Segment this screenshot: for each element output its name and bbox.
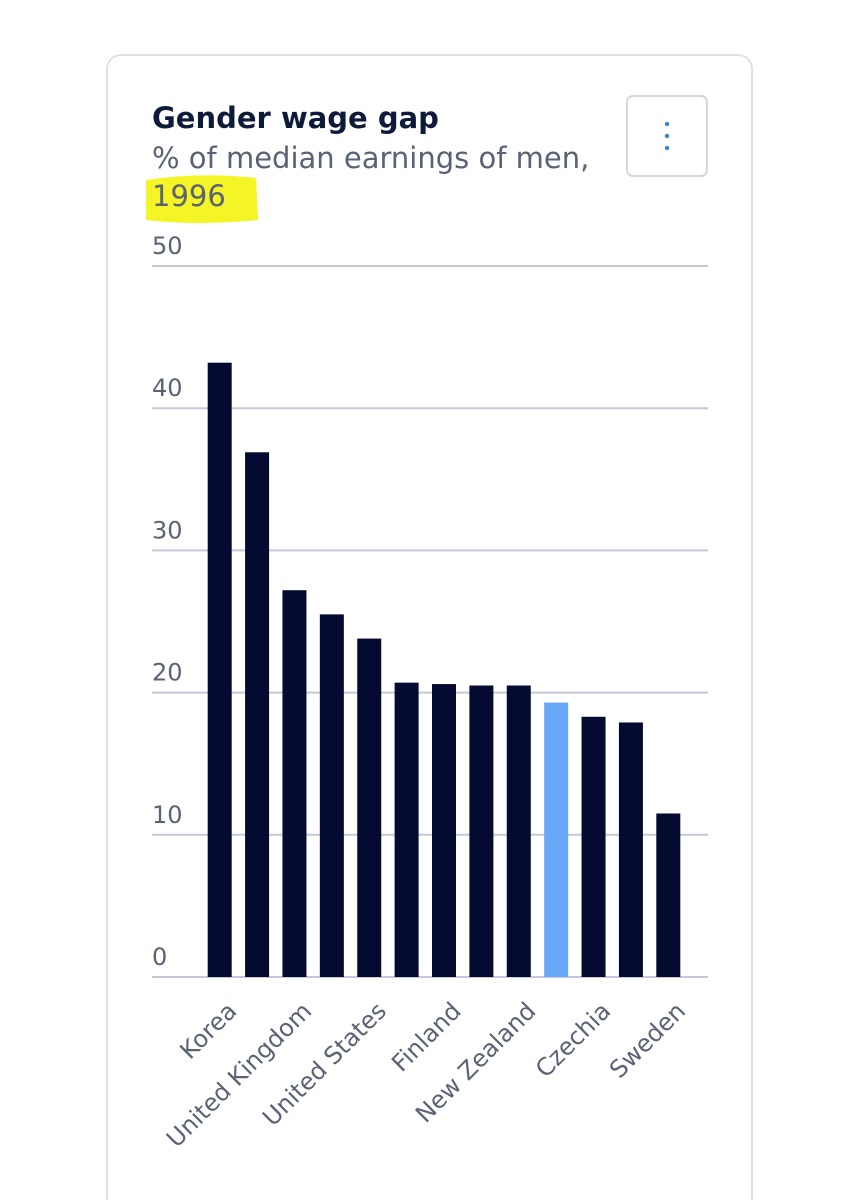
bar [581,716,606,977]
bar [245,452,270,978]
bar [656,813,681,977]
bar [282,590,307,977]
highlight [146,175,258,223]
y-tick-label: 40 [152,374,183,402]
menu-button[interactable] [626,95,708,177]
menu-dot [664,133,670,139]
menu-dot [664,121,670,127]
bar [618,722,643,977]
bar [394,682,419,977]
chart-subtitle: % of median earnings of men, [152,141,589,175]
menu-dot [664,145,670,151]
bar [319,614,344,977]
y-tick-label: 10 [152,801,183,829]
bar [506,685,531,977]
bar [469,685,494,977]
bar [357,638,382,977]
chart-title: Gender wage gap [152,101,439,135]
y-tick-label: 30 [152,516,183,544]
bar [432,684,456,977]
chart-subtitle-highlighted: 1996 [152,179,226,213]
bar [207,362,232,977]
y-tick-label: 50 [152,232,183,260]
y-tick-label: 0 [152,943,167,971]
bar [544,702,569,977]
y-tick-label: 20 [152,659,183,687]
